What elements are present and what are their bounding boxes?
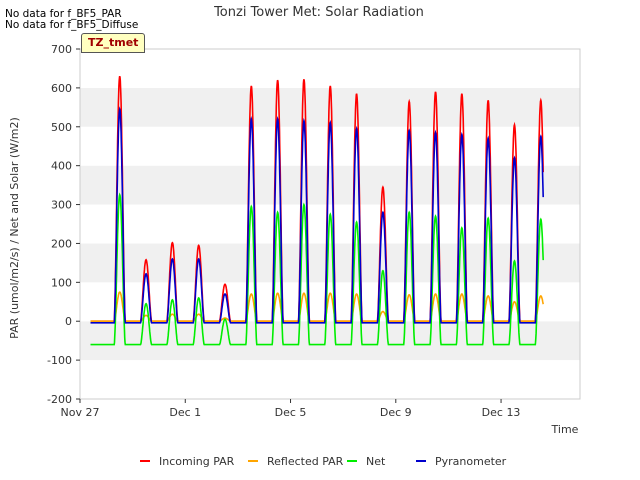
grid-bands xyxy=(80,49,580,399)
y-tick-label: -100 xyxy=(47,354,72,367)
y-axis-ticks: -200 -100 0 100 200 300 400 500 600 700 xyxy=(47,43,80,406)
series-line-pyranometer xyxy=(90,106,544,324)
x-tick-label: Dec 9 xyxy=(380,406,412,419)
y-tick-label: 500 xyxy=(51,121,72,134)
y-tick-label: 700 xyxy=(51,43,72,56)
y-tick-label: 600 xyxy=(51,82,72,95)
plot-frame xyxy=(79,48,581,400)
legend-label-incoming_par: Incoming PAR xyxy=(159,455,235,468)
grid-band xyxy=(80,282,580,322)
x-axis-label: Time xyxy=(551,423,579,436)
y-axis-label: PAR (umol/m2/s) / Net and Solar (W/m2) xyxy=(8,117,21,339)
grid-band xyxy=(80,49,580,88)
y-tick-label: 300 xyxy=(51,199,72,212)
x-tick-label: Dec 13 xyxy=(482,406,521,419)
grid-band xyxy=(80,360,580,399)
grid-band xyxy=(80,321,580,361)
y-tick-label: 0 xyxy=(65,315,72,328)
legend-label-net: Net xyxy=(366,455,386,468)
y-tick-label: 200 xyxy=(51,237,72,250)
series-line-net xyxy=(90,192,544,346)
no-data-note-diffuse: No data for f_BF5_Diffuse xyxy=(5,19,139,31)
x-tick-label: Nov 27 xyxy=(61,406,100,419)
grid-band xyxy=(80,165,580,205)
no-data-note-par: No data for f_BF5_PAR xyxy=(5,8,122,20)
legend-label-reflected_par: Reflected PAR xyxy=(267,455,344,468)
grid-band xyxy=(80,243,580,283)
legend: Incoming PAR Reflected PAR Net Pyranometer xyxy=(140,455,507,468)
series-lines xyxy=(90,75,544,346)
grid-band xyxy=(80,204,580,244)
y-tick-label: -200 xyxy=(47,393,72,406)
site-badge: TZ_tmet xyxy=(81,33,146,53)
legend-label-pyranometer: Pyranometer xyxy=(435,455,507,468)
chart-title: Tonzi Tower Met: Solar Radiation xyxy=(213,5,424,20)
y-tick-label: 400 xyxy=(51,160,72,173)
x-axis-ticks: Nov 27 Dec 1 Dec 5 Dec 9 Dec 13 xyxy=(61,399,521,419)
x-tick-label: Dec 5 xyxy=(275,406,307,419)
x-tick-label: Dec 1 xyxy=(169,406,201,419)
y-tick-label: 100 xyxy=(51,276,72,289)
